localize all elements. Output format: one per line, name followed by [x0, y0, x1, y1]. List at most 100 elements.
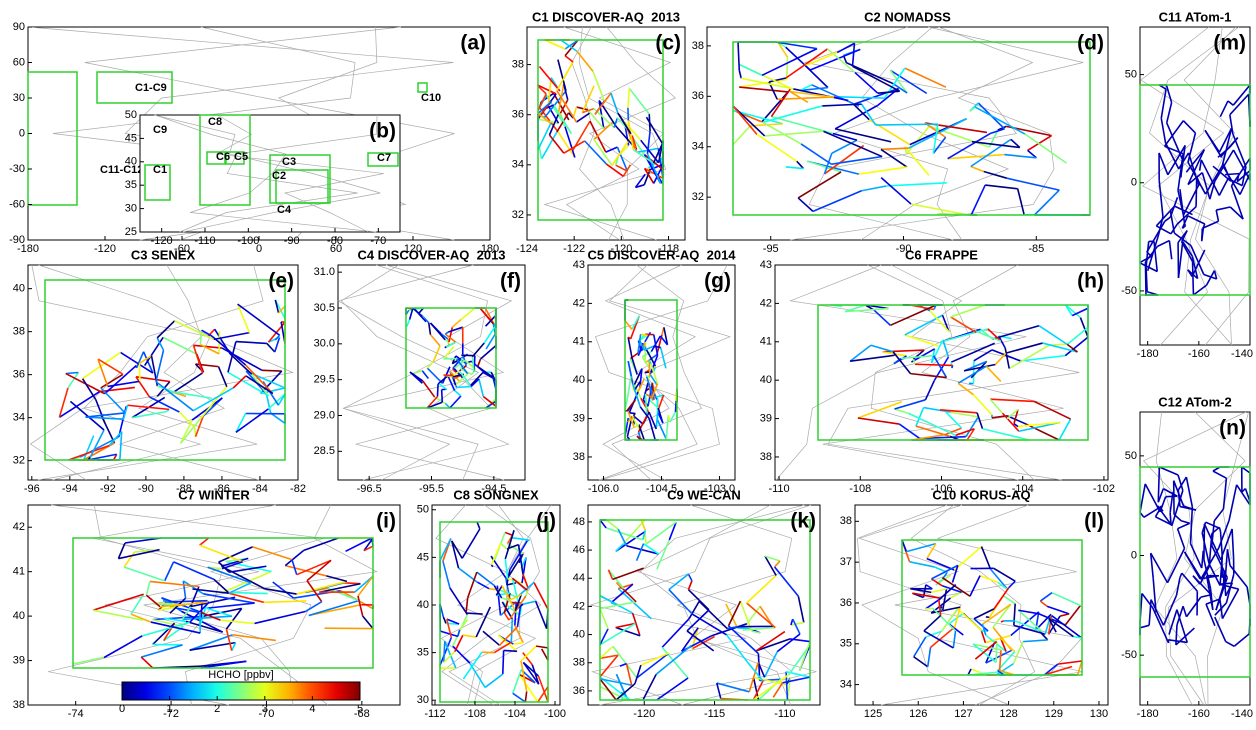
flight-track [945, 411, 963, 429]
flight-track [1158, 152, 1169, 176]
flight-track [82, 351, 121, 380]
flight-track [484, 307, 495, 324]
region-box [206, 151, 226, 165]
flight-track [1219, 598, 1224, 619]
flight-track [613, 117, 619, 128]
flight-track [225, 607, 243, 630]
flight-track [1177, 153, 1184, 191]
flight-track [1051, 591, 1081, 607]
flight-track [291, 559, 298, 575]
flight-track [913, 656, 929, 668]
x-tick-label: -84 [252, 483, 268, 495]
flight-track [1000, 637, 1016, 653]
flight-track [1160, 88, 1167, 119]
flight-track [130, 613, 152, 623]
flight-track [627, 88, 631, 108]
flight-track [925, 584, 933, 590]
flight-track [789, 90, 834, 99]
flight-track [631, 357, 638, 375]
flight-track [1229, 206, 1244, 220]
panel-letter: (d) [1077, 32, 1104, 55]
flight-track [1014, 620, 1043, 633]
map-outline [910, 504, 1036, 706]
panel-letter: (i) [376, 510, 396, 533]
x-tick-label: -120 [151, 235, 173, 247]
flight-track [973, 349, 993, 362]
flight-track [442, 616, 447, 624]
panel: -110 -108 -106 -104 -102 38 39 40 41 42 43 C6 FRAPP… [760, 247, 1115, 494]
y-tick-label: 28.5 [314, 445, 335, 457]
flight-track [1065, 304, 1081, 319]
flight-track [944, 427, 962, 436]
flight-track [923, 630, 954, 649]
flight-track [1177, 522, 1191, 530]
flight-track [627, 120, 635, 150]
colorbar-tick-label: 0 [119, 703, 125, 715]
y-tick-label: 50 [1125, 450, 1137, 462]
flight-track [941, 608, 959, 632]
flight-track [974, 106, 1026, 135]
y-tick-label: -90 [9, 234, 25, 246]
flight-track [880, 177, 912, 205]
flight-track [1219, 531, 1224, 557]
flight-track [868, 119, 911, 146]
flight-track [232, 634, 276, 642]
flight-track [633, 412, 636, 416]
flight-track [100, 373, 124, 389]
flight-track [594, 92, 612, 115]
flight-track [938, 584, 957, 601]
flight-track [1185, 476, 1194, 508]
flight-track [1202, 223, 1206, 228]
y-tick-label: 38 [840, 515, 852, 527]
flight-track [1165, 84, 1173, 103]
flight-track [605, 527, 644, 541]
flight-track [904, 334, 939, 347]
flight-track [637, 378, 645, 393]
flight-track [910, 372, 947, 379]
panel-letter: (m) [1213, 32, 1246, 55]
flight-track [1066, 343, 1078, 353]
flight-track [877, 90, 900, 95]
flight-track [911, 434, 945, 441]
y-tick-label: 50 [417, 504, 429, 516]
colorbar-tick-label: 4 [309, 703, 315, 715]
flight-track [617, 583, 634, 590]
flight-track [823, 144, 865, 175]
flight-track [716, 682, 722, 699]
flight-track [444, 641, 457, 669]
flight-track [1187, 149, 1206, 185]
y-tick-label: 60 [13, 56, 25, 68]
y-tick-label: 38 [13, 699, 25, 711]
flight-track [1180, 520, 1190, 525]
flight-track [199, 544, 243, 563]
flight-track [228, 582, 252, 594]
flight-track [1155, 225, 1172, 235]
colorbar-tick-label: 5 [357, 703, 363, 715]
flight-track [854, 71, 879, 94]
flight-track [454, 389, 462, 397]
panel-title: C6 FRAPPE [905, 247, 978, 262]
flight-track [1047, 615, 1053, 635]
x-tick-label: -70 [370, 235, 386, 247]
flight-track [631, 383, 642, 408]
region-label: C8 [208, 116, 222, 128]
flight-track [522, 574, 530, 589]
flight-track [456, 358, 469, 375]
flight-track [155, 381, 194, 412]
flight-track [625, 399, 636, 412]
flight-track [1046, 605, 1070, 615]
flight-track [1071, 307, 1089, 317]
x-tick-label: -68 [354, 708, 370, 720]
y-tick-label: -60 [9, 198, 25, 210]
flight-track [319, 582, 361, 594]
map-outline [827, 264, 1080, 481]
flight-track [450, 540, 460, 569]
flight-track [605, 519, 619, 530]
flight-track [1231, 528, 1235, 558]
region-box [1139, 466, 1251, 678]
x-tick-label: -86 [214, 483, 230, 495]
y-tick-label: 38 [13, 326, 25, 338]
flight-track [592, 71, 606, 102]
flight-track [540, 131, 558, 160]
flight-track [1180, 241, 1194, 262]
